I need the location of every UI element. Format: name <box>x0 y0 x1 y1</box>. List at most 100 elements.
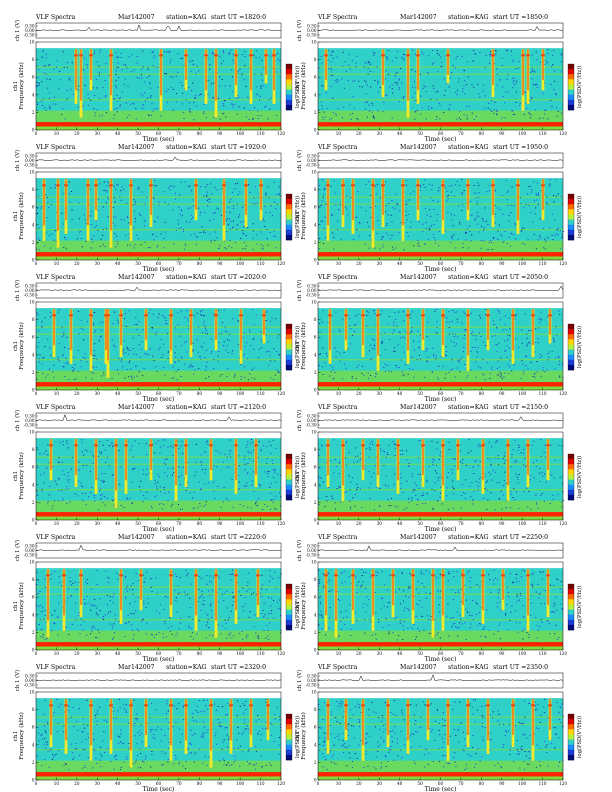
panel-start-time: start UT =2050:0 <box>493 274 549 281</box>
x-tick-label: 60 <box>156 131 162 136</box>
trace-tick-label: 0.00 <box>307 158 317 163</box>
trace-tick-label: 0.30 <box>25 674 35 679</box>
vlf-burst <box>456 439 460 481</box>
x-tick-label: 60 <box>156 521 162 526</box>
x-tick-label: 90 <box>217 131 223 136</box>
panel-start-time: start UT =2220:0 <box>211 534 267 541</box>
y-tick-label: 2 <box>32 110 35 115</box>
y-tick-label: 2 <box>32 500 35 505</box>
vlf-burst <box>324 569 328 631</box>
y-tick-label: 10 <box>29 300 35 305</box>
trace-axis-label: ch 1 (V) <box>14 670 21 691</box>
ch1-trace-line <box>317 545 564 551</box>
trace-tick-label: 0.30 <box>25 284 35 289</box>
vlf-burst <box>421 439 425 488</box>
panel-station: station=KAG <box>166 274 207 281</box>
trace-tick-label: 0.00 <box>307 288 317 293</box>
panel-title: VLF Spectra <box>318 664 358 671</box>
vlf-burst <box>446 49 450 84</box>
vlf-burst <box>214 569 218 638</box>
colorbar: log(PSD(V²/Hz)) <box>285 583 301 631</box>
x-tick-label: 40 <box>397 391 403 396</box>
colorbar: log(PSD(V²/Hz)) <box>567 713 583 761</box>
trace-axis-label: ch 1 (V) <box>296 540 303 561</box>
x-tick-label: 0 <box>317 391 320 396</box>
panel-station: station=KAG <box>166 534 207 541</box>
x-tick-label: 30 <box>377 261 383 266</box>
vlf-burst <box>416 49 420 104</box>
y-tick-label: 10 <box>311 170 317 175</box>
y-tick-label: 2 <box>32 760 35 765</box>
x-tick-label: 120 <box>277 651 285 656</box>
vlf-burst <box>381 179 385 228</box>
vlf-burst <box>344 309 348 351</box>
colorbar-label: log(PSD(V²/Hz)) <box>294 456 301 498</box>
vlf-burst <box>149 179 153 228</box>
vlf-burst <box>371 569 375 631</box>
x-tick-label: 110 <box>257 131 265 136</box>
spectrogram-panel: VLF Spectra Mar142007 station=KAG start UT … <box>13 532 321 663</box>
vlf-burst <box>124 439 128 494</box>
colorbar: log(PSD(V²/Hz)) <box>285 323 301 371</box>
y-tick-label: 8 <box>314 187 317 192</box>
x-tick-label: 120 <box>559 131 567 136</box>
y-axis-label-channel: ch1 <box>13 211 19 221</box>
colorbar: log(PSD(V²/Hz)) <box>567 583 583 631</box>
x-tick-label: 70 <box>176 521 182 526</box>
spectrogram-panel: VLF Spectra Mar142007 station=KAG start UT … <box>295 662 603 792</box>
vlf-burst <box>234 439 238 494</box>
x-tick-label: 120 <box>559 781 567 786</box>
y-tick-label: 10 <box>29 690 35 695</box>
trace-tick-label: 0.30 <box>307 24 317 29</box>
panel-header: VLF Spectra Mar142007 station=KAG start UT … <box>36 532 321 542</box>
y-tick-label: 4 <box>314 612 317 617</box>
y-tick-label: 6 <box>314 725 317 730</box>
y-axis-label-frequency: Frequency (kHz) <box>300 192 307 240</box>
colorbar-label: log(PSD(V²/Hz)) <box>576 66 583 108</box>
panel-start-time: start UT =1850:0 <box>493 14 549 21</box>
x-tick-label: 110 <box>257 781 265 786</box>
vlf-burst <box>511 309 515 364</box>
x-tick-label: 80 <box>197 261 203 266</box>
x-axis-label: Time (sec) <box>143 786 175 792</box>
y-tick-label: 6 <box>314 75 317 80</box>
vlf-burst <box>426 699 430 741</box>
x-tick-label: 20 <box>74 651 80 656</box>
x-tick-label: 40 <box>115 781 121 786</box>
vlf-burst <box>541 49 545 91</box>
y-axis-label-frequency: Frequency (kHz) <box>300 712 307 760</box>
vlf-burst <box>109 49 113 111</box>
x-tick-label: 80 <box>197 391 203 396</box>
vlf-burst <box>49 699 53 748</box>
noise-dots <box>318 179 564 251</box>
y-tick-label: 6 <box>32 75 35 80</box>
vlf-burst <box>386 699 390 748</box>
trace-tick-label: 0.30 <box>25 414 35 419</box>
colorbar: log(PSD(V²/Hz)) <box>567 193 583 241</box>
x-tick-label: 60 <box>156 261 162 266</box>
spectrogram-panel: VLF Spectra Mar142007 station=KAG start UT … <box>13 402 321 533</box>
vlf-burst <box>521 49 525 111</box>
y-tick-label: 6 <box>32 725 35 730</box>
x-tick-label: 0 <box>317 131 320 136</box>
panel-start-time: start UT =2320:0 <box>211 664 267 671</box>
y-tick-label: 8 <box>32 577 35 582</box>
x-tick-label: 10 <box>54 391 60 396</box>
x-tick-label: 10 <box>54 651 60 656</box>
vlf-burst <box>56 179 60 248</box>
x-tick-label: 10 <box>336 651 342 656</box>
x-tick-label: 110 <box>257 651 265 656</box>
vlf-burst <box>119 569 123 624</box>
trace-tick-label: -0.30 <box>24 683 35 688</box>
trace-tick-label: -0.30 <box>24 293 35 298</box>
y-tick-label: 8 <box>314 707 317 712</box>
trace-tick-label: -0.30 <box>306 33 317 38</box>
colorbar-label: log(PSD(V²/Hz)) <box>576 326 583 368</box>
x-tick-label: 10 <box>54 781 60 786</box>
x-tick-label: 70 <box>458 391 464 396</box>
